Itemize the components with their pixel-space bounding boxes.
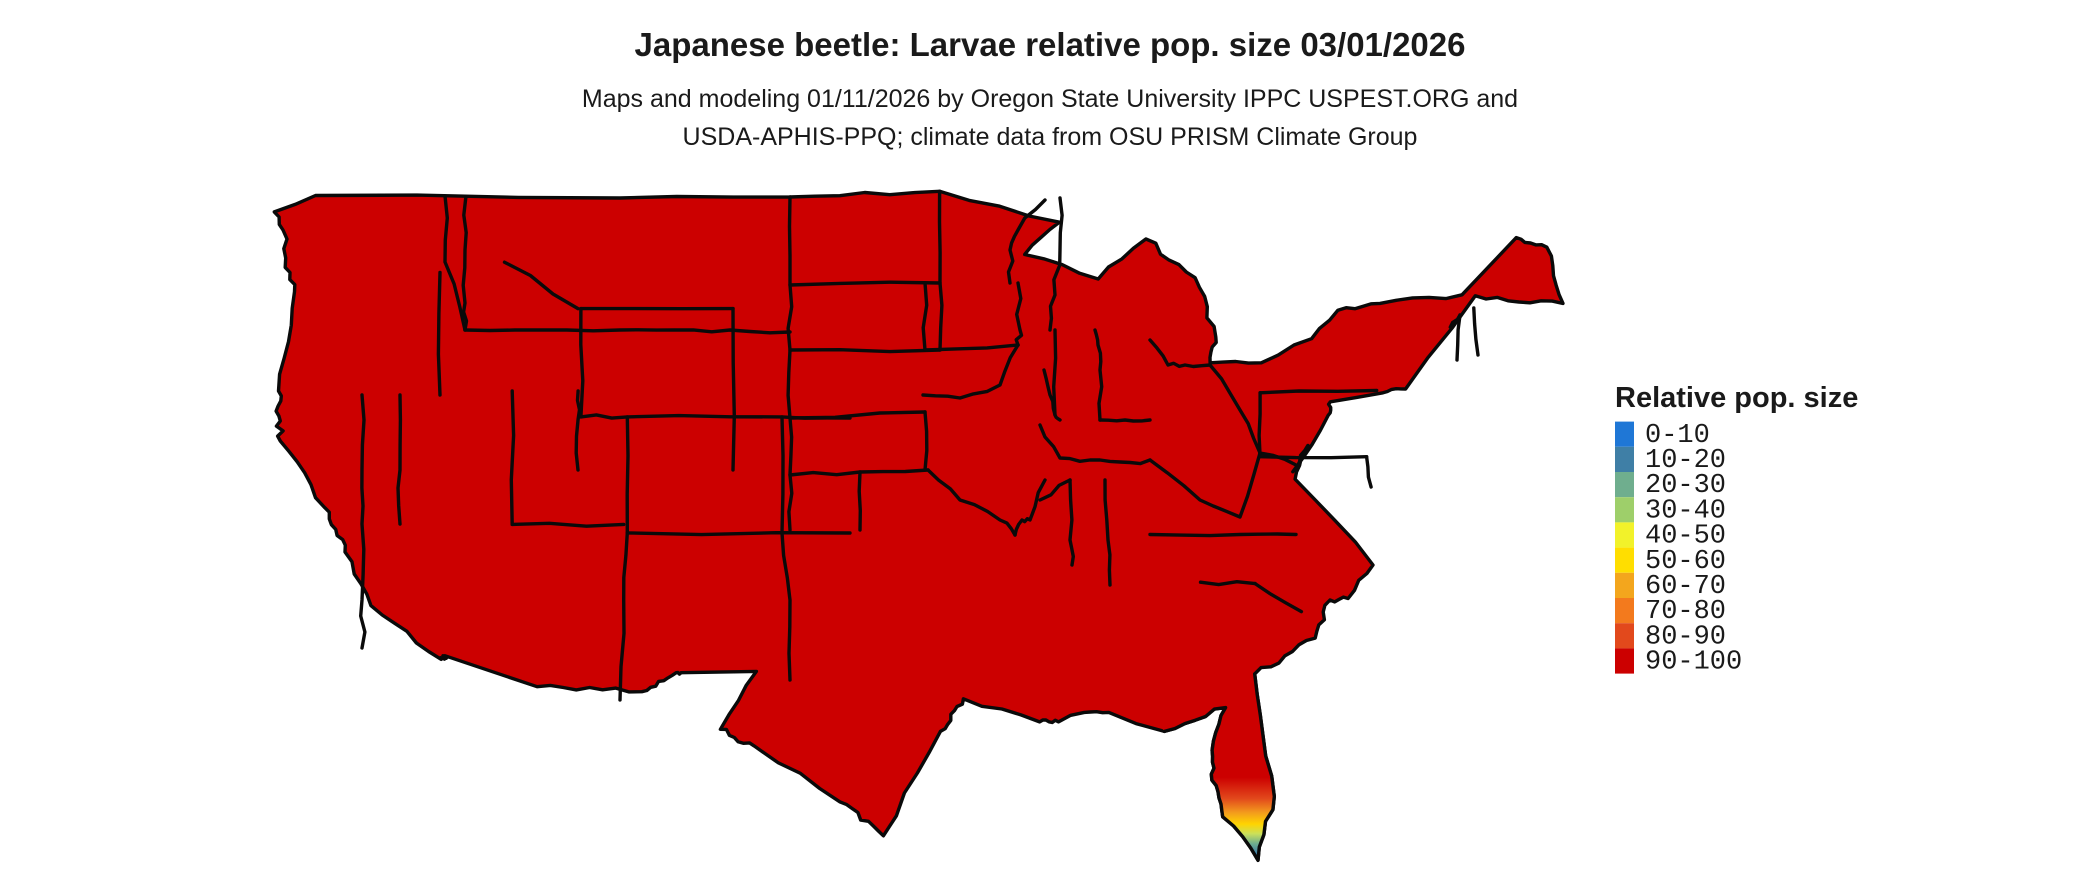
svg-text:Relative pop. size: Relative pop. size bbox=[1615, 382, 1858, 414]
svg-text:90-100: 90-100 bbox=[1645, 648, 1742, 678]
